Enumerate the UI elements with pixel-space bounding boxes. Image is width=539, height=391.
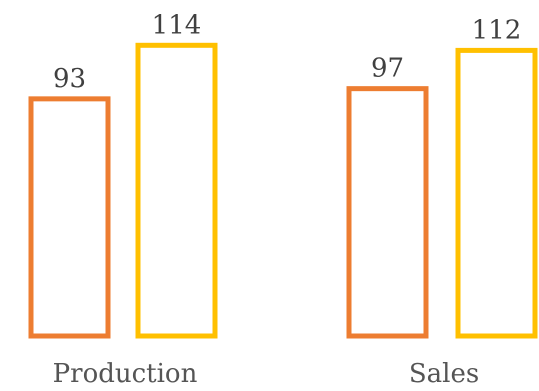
data-labels-layer: 93 114 97 112 xyxy=(53,10,521,94)
bar-production-first xyxy=(28,96,111,339)
category-label-sales: Sales xyxy=(409,359,479,389)
category-labels-layer: Production Sales xyxy=(53,359,480,389)
data-label: 93 xyxy=(53,64,86,94)
bar-production-second xyxy=(135,42,218,339)
bar-sales-second xyxy=(455,47,538,339)
data-label: 112 xyxy=(472,15,522,45)
bars-layer xyxy=(28,42,538,339)
category-label-production: Production xyxy=(53,359,198,389)
bar-sales-first xyxy=(346,86,429,339)
data-label: 97 xyxy=(371,54,404,84)
data-label: 114 xyxy=(152,10,202,40)
